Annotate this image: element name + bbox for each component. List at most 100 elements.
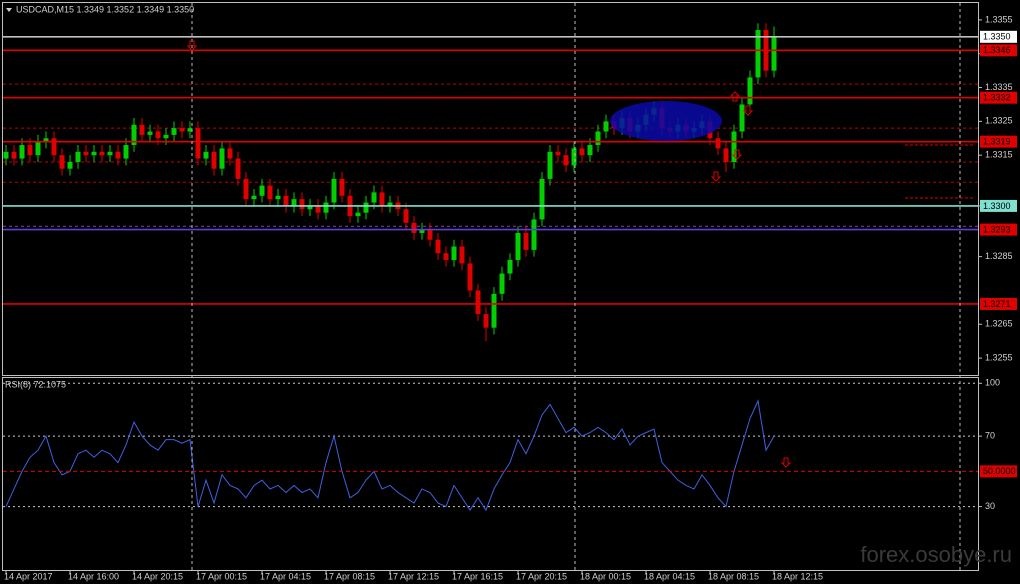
y-tick-label: 1.3255: [985, 352, 1013, 362]
candle-body: [251, 195, 257, 200]
candle-body: [267, 185, 273, 200]
level-label-box: [980, 91, 1017, 104]
y-tick-label: 1.3325: [985, 116, 1013, 126]
candle-body: [331, 178, 337, 203]
level-label-box: [980, 30, 1017, 43]
price-panel-frame: [2, 2, 979, 376]
candle-body: [451, 246, 457, 261]
candle-body: [203, 151, 209, 159]
level-label-box: [980, 223, 1017, 236]
x-tick-label: 17 Apr 20:15: [516, 571, 567, 581]
candle-body: [547, 151, 553, 179]
candle-body: [323, 202, 329, 213]
candle-body: [59, 155, 65, 169]
level-label: 1.3300: [983, 201, 1011, 211]
y-tick-label: 1.3265: [985, 319, 1013, 329]
x-tick-label: 18 Apr 00:15: [580, 571, 631, 581]
x-tick-label: 18 Apr 12:15: [772, 571, 823, 581]
x-tick-label: 17 Apr 12:15: [388, 571, 439, 581]
level-label-box: [980, 297, 1017, 310]
candle-body: [27, 145, 33, 156]
y-tick-label: 1.3285: [985, 251, 1013, 261]
candle-body: [67, 161, 73, 169]
candle-body: [3, 151, 9, 159]
candle-body: [11, 151, 17, 159]
candle-body: [531, 219, 537, 250]
watermark: forex.osobye.ru: [860, 542, 1012, 567]
candle-body: [483, 314, 489, 328]
candle-body: [747, 77, 753, 105]
x-tick-label: 17 Apr 00:15: [196, 571, 247, 581]
candle-body: [187, 128, 193, 132]
x-tick-label: 17 Apr 08:15: [324, 571, 375, 581]
candle-body: [579, 148, 585, 156]
candle-body: [731, 131, 737, 162]
candle-body: [147, 131, 153, 135]
candle-body: [491, 293, 497, 328]
arrow-down: [186, 40, 198, 51]
level-label: 1.3346: [983, 45, 1011, 55]
x-tick-label: 14 Apr 16:00: [68, 571, 119, 581]
candle-body: [475, 290, 481, 315]
level-label: 1.3350: [983, 32, 1011, 42]
candle-body: [35, 141, 41, 156]
rsi-panel-frame: [2, 377, 979, 571]
candle-body: [499, 273, 505, 294]
x-tick-label: 18 Apr 04:15: [644, 571, 695, 581]
candle-body: [107, 151, 113, 156]
arrow-markers: [186, 40, 792, 468]
candle-body: [227, 148, 233, 159]
candle-body: [411, 222, 417, 233]
candle-body: [523, 232, 529, 250]
y-tick-label: 1.3335: [985, 82, 1013, 92]
candle-body: [219, 148, 225, 169]
candle-body: [563, 155, 569, 166]
candle-body: [235, 158, 241, 179]
candle-body: [19, 145, 25, 159]
arrow-down: [710, 171, 722, 182]
candle-body: [115, 151, 121, 159]
candle-body: [539, 178, 545, 220]
candle-body: [91, 151, 97, 156]
candle-body: [467, 263, 473, 291]
candle-body: [211, 151, 217, 169]
candle-body: [419, 229, 425, 233]
y-tick-label: 100: [985, 378, 1000, 388]
candle-body: [755, 30, 761, 78]
x-tick-label: 17 Apr 16:15: [452, 571, 503, 581]
candle-body: [123, 145, 129, 159]
candle-body: [603, 121, 609, 132]
arrow-up: [729, 91, 741, 102]
menu-triangle: [6, 8, 12, 12]
highlight-ellipse: [610, 101, 722, 141]
candle-body: [259, 185, 265, 196]
level-label-box: [980, 44, 1017, 57]
candle-body: [363, 202, 369, 213]
candle-body: [771, 36, 777, 71]
candle-body: [507, 260, 513, 274]
candle-body: [595, 131, 601, 146]
arrow-down: [731, 149, 743, 160]
candle-body: [555, 151, 561, 156]
candle-body: [51, 138, 57, 156]
candle-body: [339, 178, 345, 196]
candle-body: [571, 148, 577, 166]
y-tick-label: 30: [985, 501, 995, 511]
candle-body: [379, 192, 385, 206]
candle-body: [163, 134, 169, 139]
candle-body: [459, 246, 465, 264]
candle-body: [75, 151, 81, 162]
candle-body: [403, 209, 409, 223]
candle-body: [243, 178, 249, 200]
chart-title: USDCAD,M15 1.3349 1.3352 1.3349 1.3350: [16, 4, 194, 14]
candle-body: [315, 205, 321, 213]
candle-body: [299, 199, 305, 210]
candle-body: [275, 195, 281, 200]
candle-body: [427, 229, 433, 240]
level-label: 1.3332: [983, 93, 1011, 103]
candle-body: [291, 199, 297, 206]
level-label: 50.0000: [983, 466, 1016, 476]
candle-body: [155, 131, 161, 139]
